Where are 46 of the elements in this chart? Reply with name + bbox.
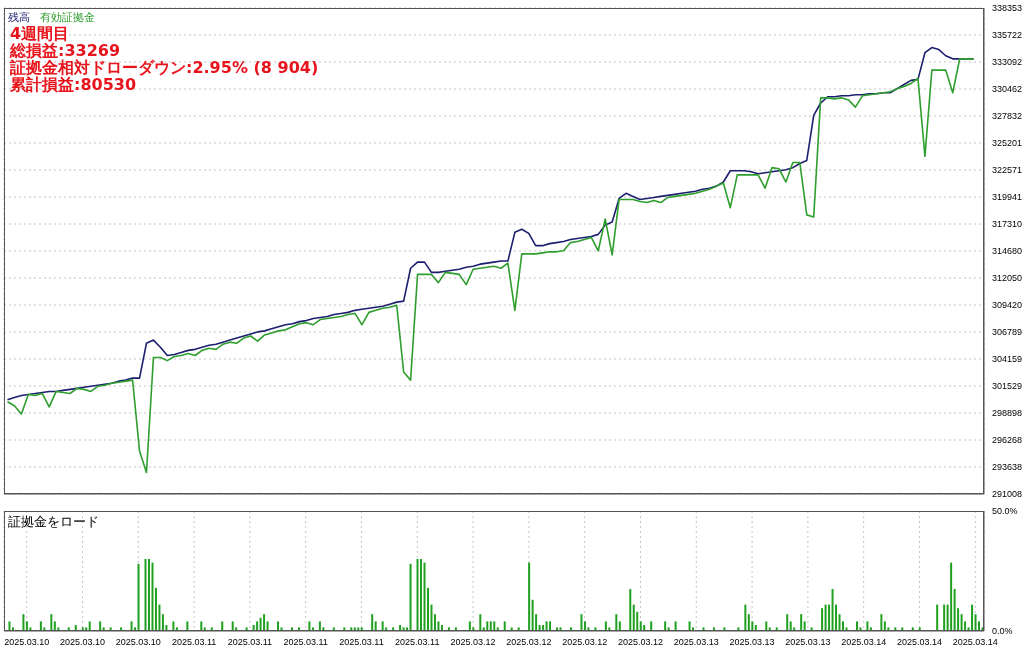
y-tick-label: 298898 (992, 408, 1023, 419)
y-tick-label: 335722 (992, 30, 1023, 41)
x-tick-label: 2025.03.12 (617, 637, 663, 648)
text: 残高 (8, 10, 30, 25)
annotation: 総損益:33269 (10, 41, 122, 60)
chart-title: 証拠金をロード (8, 513, 99, 531)
x-tick-label: 2025.03.12 (562, 637, 608, 648)
x-tick-label: 2025.03.14 (841, 637, 887, 648)
y-tick-label: 312050 (992, 273, 1023, 284)
y-tick-label: 314680 (992, 246, 1023, 257)
x-tick-label: 2025.03.10 (59, 637, 105, 648)
x-tick-label: 2025.03.13 (673, 637, 719, 648)
y-tick-label: 306789 (992, 327, 1023, 338)
y-tick-label: 0.0% (992, 626, 1013, 637)
y-tick-label: 50.0% (992, 506, 1018, 517)
annotation: 4週間目 (10, 24, 71, 43)
x-tick-label: 2025.03.10 (4, 637, 50, 648)
x-tick-label: 2025.03.11 (339, 637, 384, 648)
y-tick-label: 322571 (992, 165, 1023, 176)
x-tick-label: 2025.03.11 (227, 637, 273, 648)
y-tick-label: 296268 (992, 435, 1023, 446)
y-tick-label: 317310 (992, 219, 1023, 230)
x-tick-label: 2025.03.11 (395, 637, 440, 648)
y-tick-label: 319941 (992, 192, 1023, 203)
x-tick-label: 2025.03.14 (896, 637, 942, 648)
y-tick-label: 304159 (992, 354, 1023, 365)
y-tick-label: 309420 (992, 300, 1023, 311)
annotation: 証拠金相対ドローダウン:2.95% (8 904) (10, 58, 319, 77)
y-tick-label: 293638 (992, 462, 1023, 473)
y-tick-label: 301529 (992, 381, 1023, 392)
x-tick-label: 2025.03.11 (171, 637, 217, 648)
x-tick-label: 2025.03.12 (450, 637, 496, 648)
y-tick-label: 325201 (992, 138, 1023, 149)
text: 有効証拠金 (40, 10, 95, 25)
x-tick-label: 2025.03.13 (785, 637, 831, 648)
x-tick-label: 2025.03.10 (115, 637, 161, 648)
y-tick-label: 330462 (992, 84, 1023, 95)
x-tick-label: 2025.03.14 (952, 637, 998, 648)
x-tick-label: 2025.03.13 (729, 637, 775, 648)
annotation: 累計損益:80530 (10, 75, 138, 94)
y-tick-label: 291008 (992, 489, 1023, 500)
y-tick-label: 338353 (992, 3, 1023, 14)
y-tick-label: 327832 (992, 111, 1023, 122)
x-tick-label: 2025.03.12 (506, 637, 552, 648)
y-tick-label: 333092 (992, 57, 1023, 68)
x-tick-label: 2025.03.11 (283, 637, 328, 648)
